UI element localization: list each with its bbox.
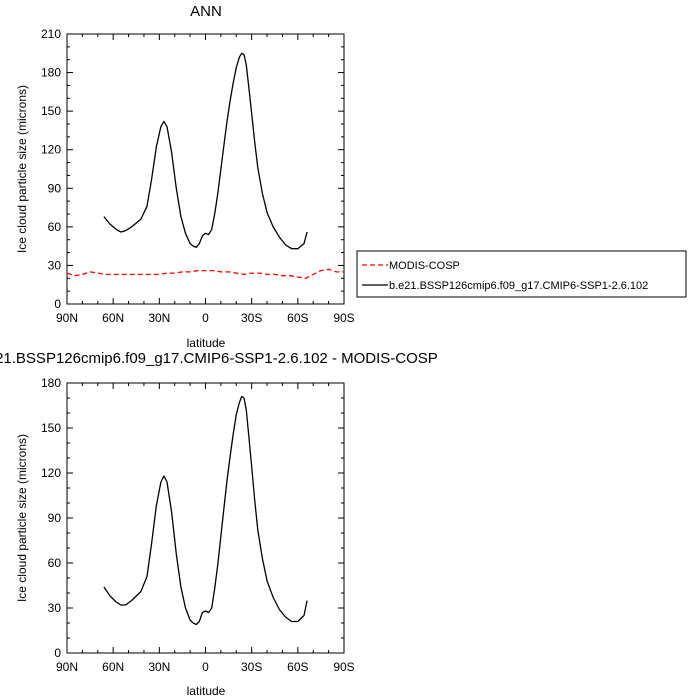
bottom-y-tick-label: 0 (54, 646, 61, 660)
top-y-tick-label: 90 (48, 181, 62, 195)
bottom-y-tick-label: 60 (48, 556, 62, 570)
top-y-axis-label: Ice cloud particle size (microns) (15, 85, 29, 253)
top-x-tick-label: 30N (148, 311, 170, 325)
top-x-tick-label: 90N (56, 311, 78, 325)
bottom-y-tick-label: 150 (41, 421, 61, 435)
bottom-series-line-0 (103, 395, 308, 626)
top-x-tick-label: 60N (102, 311, 124, 325)
bottom-x-tick-label: 60S (287, 660, 308, 674)
top-y-tick-label: 180 (41, 66, 61, 80)
legend: MODIS-COSP b.e21.BSSP126cmip6.f09_g17.CM… (356, 250, 687, 298)
top-y-tick-label: 60 (48, 220, 62, 234)
top-x-tick-label: 0 (202, 311, 209, 325)
bottom-y-tick-label: 120 (41, 466, 61, 480)
top-panel: ANN 90N 60N 30N 0 30S 60S 90S 0 30 60 90 120 150 180 2… (15, 3, 355, 350)
bottom-panel: b.e21.BSSP126cmip6.f09_g17.CMIP6-SSP1-2.… (0, 350, 438, 698)
top-plot-area: 90N 60N 30N 0 30S 60S 90S 0 30 60 90 120 150 180 210 (41, 27, 355, 325)
top-y-tick-label: 120 (41, 143, 61, 157)
top-x-tick-label: 90S (333, 311, 354, 325)
top-y-tick-label: 150 (41, 104, 61, 118)
top-plot-frame (66, 33, 345, 305)
top-y-tick-label: 30 (48, 258, 62, 272)
top-series-line-1 (103, 52, 308, 250)
bottom-plot-area: 90N 60N 30N 0 30S 60S 90S 0 30 60 90 120 150 180 (41, 376, 355, 674)
bottom-y-axis-label: Ice cloud particle size (microns) (15, 434, 29, 602)
legend-entry-modis-cosp: MODIS-COSP (389, 260, 460, 272)
legend-box (356, 250, 687, 298)
top-panel-title: ANN (190, 3, 222, 20)
bottom-y-tick-label: 90 (48, 511, 62, 525)
bottom-x-axis-label: latitude (187, 684, 226, 698)
legend-entry-model: b.e21.BSSP126cmip6.f09_g17.CMIP6-SSP1-2.… (389, 280, 648, 292)
bottom-x-tick-label: 90S (333, 660, 354, 674)
top-x-tick-label: 60S (287, 311, 308, 325)
top-y-tick-label: 210 (41, 27, 61, 41)
bottom-x-tick-label: 0 (202, 660, 209, 674)
top-x-axis-label: latitude (187, 336, 226, 350)
bottom-x-tick-label: 60N (102, 660, 124, 674)
top-x-tick-label: 30S (241, 311, 262, 325)
bottom-x-tick-label: 30S (241, 660, 262, 674)
bottom-plot-frame (66, 382, 345, 654)
bottom-x-tick-label: 30N (148, 660, 170, 674)
top-y-tick-label: 0 (54, 297, 61, 311)
top-series-line-0 (66, 268, 344, 279)
bottom-panel-title: b.e21.BSSP126cmip6.f09_g17.CMIP6-SSP1-2.… (0, 350, 438, 367)
bottom-x-tick-label: 90N (56, 660, 78, 674)
bottom-y-tick-label: 180 (41, 376, 61, 390)
bottom-y-tick-label: 30 (48, 601, 62, 615)
